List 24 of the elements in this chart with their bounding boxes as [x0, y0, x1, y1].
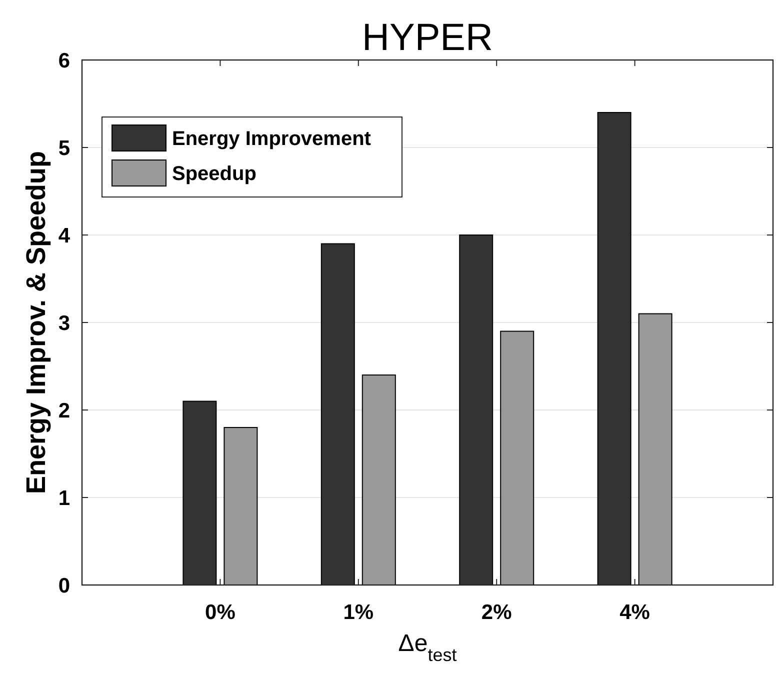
x-tick-label: 1% — [343, 601, 374, 624]
y-tick-label: 3 — [58, 312, 70, 335]
chart-title: HYPER — [362, 17, 493, 59]
y-tick-label: 4 — [58, 224, 70, 248]
y-axis-title: Energy Improv. & Speedup — [21, 150, 51, 494]
x-tick-label: 4% — [620, 601, 650, 624]
bar — [459, 234, 494, 586]
y-tick-label: 6 — [58, 49, 70, 72]
y-tick-label: 5 — [58, 136, 70, 160]
y-tick-label: 0 — [58, 574, 70, 598]
x-axis-title: Δe$_{test}$ — [398, 630, 457, 665]
bar — [500, 330, 534, 586]
bar — [224, 427, 258, 586]
y-tick-label: 1 — [58, 486, 70, 510]
bar — [320, 243, 355, 586]
x-tick-label: 2% — [481, 601, 512, 624]
x-tick-label: 0% — [205, 601, 236, 624]
bar — [362, 374, 396, 586]
bar — [182, 400, 217, 586]
bar — [638, 313, 672, 586]
bar — [597, 112, 632, 586]
y-tick-label: 2 — [58, 399, 70, 422]
legend-label: Speedup — [172, 163, 256, 185]
legend-label: Energy Improvement — [172, 128, 372, 150]
